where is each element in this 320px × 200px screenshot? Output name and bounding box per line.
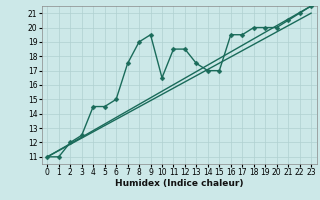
X-axis label: Humidex (Indice chaleur): Humidex (Indice chaleur) (115, 179, 244, 188)
